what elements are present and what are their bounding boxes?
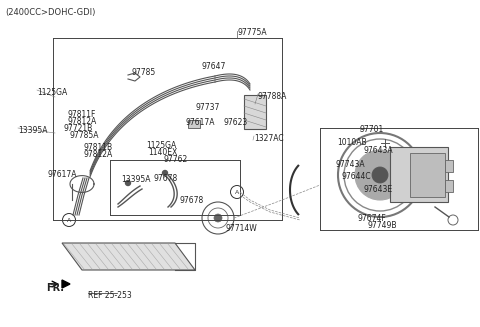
Text: 97811B: 97811B	[83, 143, 112, 152]
Text: 1140EX: 1140EX	[148, 148, 177, 157]
Text: 97644C: 97644C	[341, 172, 371, 181]
Text: REF 25-253: REF 25-253	[88, 291, 132, 300]
Text: (2400CC>DOHC-GDI): (2400CC>DOHC-GDI)	[5, 8, 96, 17]
Text: 97617A: 97617A	[48, 170, 77, 179]
Text: 1125GA: 1125GA	[37, 88, 67, 97]
Circle shape	[214, 214, 222, 222]
Text: 97701: 97701	[360, 125, 384, 134]
Text: 97811F: 97811F	[68, 110, 96, 119]
Text: 97643E: 97643E	[363, 185, 392, 194]
Bar	[188, 120, 200, 128]
Text: 97674F: 97674F	[357, 214, 386, 223]
Text: 97617A: 97617A	[186, 118, 216, 127]
Text: 13395A: 13395A	[121, 175, 151, 184]
Text: 97721B: 97721B	[64, 124, 93, 133]
Text: 97678: 97678	[153, 174, 177, 183]
Circle shape	[355, 150, 405, 200]
Text: 97785: 97785	[131, 68, 155, 77]
Bar	[410, 153, 445, 197]
Text: 97775A: 97775A	[237, 28, 266, 37]
Circle shape	[125, 181, 131, 185]
Bar	[390, 147, 448, 202]
Bar	[445, 180, 453, 192]
Text: 97737: 97737	[196, 103, 220, 112]
Text: 97678: 97678	[180, 196, 204, 205]
Text: 97623: 97623	[224, 118, 248, 127]
Text: 1125GA: 1125GA	[146, 141, 176, 150]
Text: 97785A: 97785A	[70, 131, 99, 140]
Text: 97788A: 97788A	[258, 92, 288, 101]
Text: 13395A: 13395A	[18, 126, 48, 135]
Bar	[244, 95, 266, 129]
Text: 97749B: 97749B	[367, 221, 396, 230]
Text: 97762: 97762	[163, 155, 187, 164]
Polygon shape	[62, 243, 195, 270]
Circle shape	[163, 170, 168, 176]
Text: 97812A: 97812A	[83, 150, 112, 159]
Text: 97714W: 97714W	[226, 224, 258, 233]
Polygon shape	[62, 280, 70, 288]
Text: 97743A: 97743A	[336, 160, 366, 169]
Text: 1010AB: 1010AB	[337, 138, 367, 147]
Text: 97812A: 97812A	[68, 117, 97, 126]
Text: 97643A: 97643A	[363, 146, 393, 155]
Text: FR.: FR.	[46, 283, 64, 293]
Text: 97647: 97647	[202, 62, 227, 71]
Text: 1327AC: 1327AC	[254, 134, 284, 143]
Circle shape	[372, 167, 388, 183]
Text: A: A	[67, 217, 71, 222]
Bar	[445, 160, 453, 172]
Text: A: A	[235, 190, 239, 195]
